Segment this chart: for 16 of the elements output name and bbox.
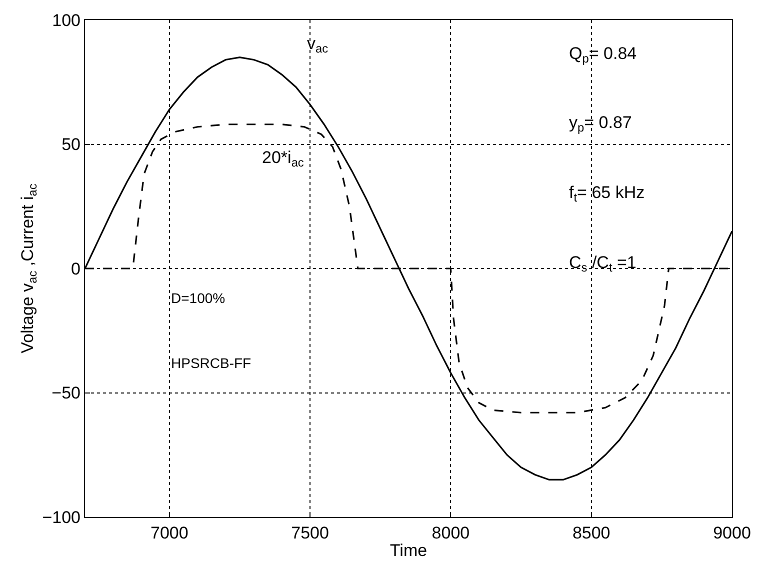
y-tick-label: −50 — [52, 384, 80, 403]
y-tick-label: 0 — [71, 259, 80, 278]
series-label: 20*i$_{ac}$ — [262, 148, 304, 170]
annotation: HPSRCB-FF — [171, 355, 252, 371]
annotation: y$_{p}$= 0.87 — [569, 113, 632, 135]
x-axis-title: Time — [390, 540, 428, 560]
y-tick-label: 50 — [62, 135, 80, 154]
x-tick-label: 9000 — [713, 524, 751, 542]
annotation: f$_{t}$= 65 kHz — [569, 183, 645, 205]
x-tick-label: 8000 — [432, 524, 470, 542]
x-tick-label: 8500 — [572, 524, 610, 542]
x-tick-label: 7500 — [291, 524, 329, 542]
annotation: D=100% — [171, 290, 226, 306]
y-tick-label: −100 — [42, 508, 80, 527]
x-tick-label: 7000 — [150, 524, 188, 542]
y-tick-label: 100 — [52, 10, 80, 30]
